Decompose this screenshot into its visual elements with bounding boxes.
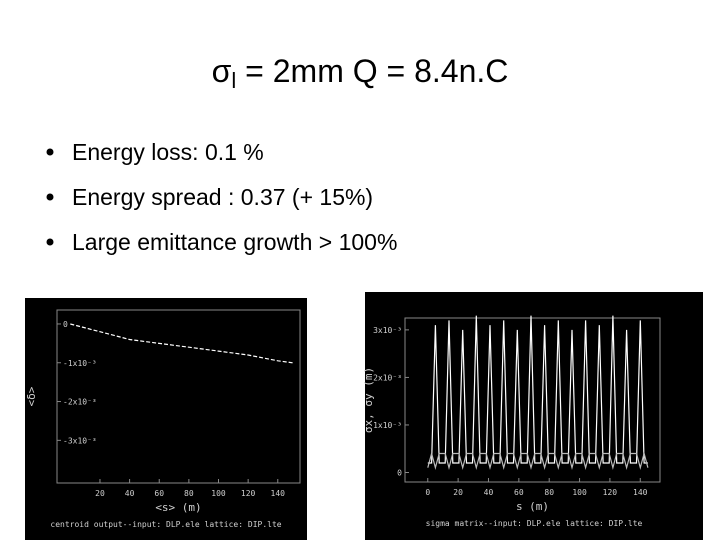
x-tick-label: 40 [484, 488, 494, 497]
bullet-text: Energy spread : 0.37 (+ 15%) [72, 184, 373, 210]
y-tick-label: 2x10⁻³ [373, 373, 402, 382]
x-tick-label: 140 [633, 488, 648, 497]
bullet-text: Large emittance growth > 100% [72, 229, 397, 255]
y-tick-label: 1x10⁻³ [373, 421, 402, 430]
slide-title: σl = 2mm Q = 8.4n.C [212, 53, 509, 93]
x-tick-label: 20 [453, 488, 463, 497]
y-axis-label: σx, σy (m) [362, 367, 375, 433]
x-tick-label: 0 [425, 488, 430, 497]
title-symbol: σ [212, 53, 232, 89]
plots: 20 40 60 80 100 120 140 0 -1x10⁻³ -2x10⁻³ -3x10⁻³ <… [25, 292, 703, 540]
x-tick-label: 40 [125, 489, 135, 498]
bullet-list: Energy loss: 0.1 % Energy spread : 0.37 (… [46, 139, 397, 255]
data-line [427, 451, 649, 471]
x-tick-label: 100 [572, 488, 587, 497]
y-tick-label: 3x10⁻³ [373, 326, 402, 335]
data-line [427, 315, 648, 464]
title-subscript: l [231, 68, 236, 93]
x-tick-label: 20 [95, 489, 105, 498]
x-axis-label: <s> (m) [155, 501, 201, 514]
plot: 20 40 60 80 100 120 140 0 -1x10⁻³ -2x10⁻³ -3x10⁻³ <… [25, 298, 307, 540]
x-tick-label: 140 [271, 489, 286, 498]
bullet-dot [46, 148, 54, 156]
y-tick-label: 0 [397, 468, 402, 477]
plot-frame [404, 317, 661, 483]
y-tick-label: -2x10⁻³ [63, 398, 97, 407]
plot-background [25, 298, 307, 540]
title-text: = 2mm Q = 8.4n.C [236, 53, 508, 89]
x-tick-label: 120 [241, 489, 256, 498]
y-tick-label: 0 [63, 320, 68, 329]
x-axis-label: s (m) [516, 500, 549, 513]
x-tick-label: 80 [184, 489, 194, 498]
data-line [70, 323, 293, 364]
x-tick-label: 60 [154, 489, 164, 498]
x-tick-label: 60 [514, 488, 524, 497]
plot-caption: centroid output--input: DLP.ele lattice:… [50, 520, 281, 529]
plot-caption: sigma matrix--input: DLP.ele lattice: DI… [426, 519, 643, 528]
x-tick-label: 80 [544, 488, 554, 497]
y-tick-label: -3x10⁻³ [63, 436, 97, 445]
bullet-dot [46, 238, 54, 246]
y-axis-label: <δ> [25, 386, 38, 406]
bullet-text: Energy loss: 0.1 % [72, 139, 264, 165]
y-tick-label: -1x10⁻³ [63, 359, 97, 368]
x-tick-label: 100 [211, 489, 226, 498]
plot-frame [56, 309, 301, 484]
plot: 0 20 40 60 80 100 120 140 0 1x10⁻³ 2x10⁻³ 3x10⁻³ s (… [362, 292, 703, 540]
bullet-dot [46, 193, 54, 201]
x-tick-label: 120 [603, 488, 618, 497]
